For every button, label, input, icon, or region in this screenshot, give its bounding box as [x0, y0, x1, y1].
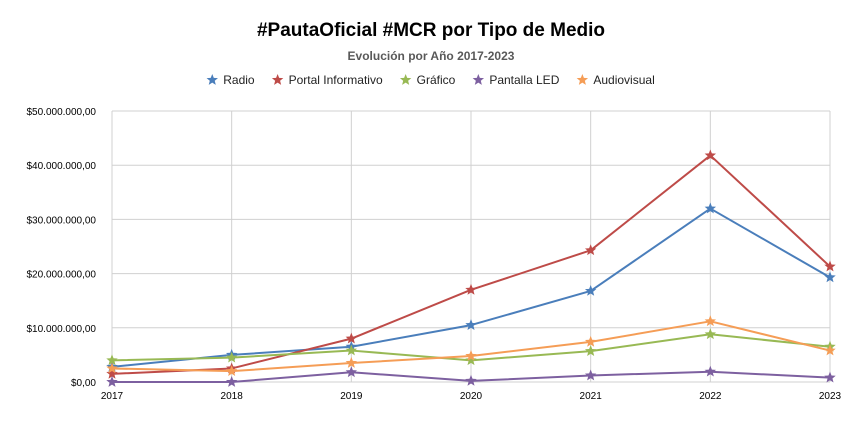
data-point-star [584, 369, 597, 381]
legend-label: Portal Informativo [289, 73, 383, 87]
legend-star-icon [271, 74, 284, 85]
chart-subtitle: Evolución por Año 2017-2023 [348, 49, 515, 63]
y-tick-label: $40.000.000,00 [26, 161, 96, 172]
data-point-star [465, 374, 477, 386]
legend-item: Audiovisual [576, 73, 655, 87]
data-point-star [225, 365, 238, 377]
x-tick-label: 2023 [819, 391, 842, 402]
data-point-star [345, 344, 358, 356]
data-point-star [584, 284, 597, 296]
legend-star-icon [206, 74, 218, 85]
data-point-star [225, 376, 238, 387]
legend-star-icon [576, 74, 589, 85]
legend-label: Audiovisual [593, 73, 654, 87]
y-tick-label: $50.000.000,00 [26, 107, 96, 118]
data-point-star [704, 328, 717, 340]
legend-star-icon [399, 74, 412, 85]
legend-label: Pantalla LED [489, 73, 559, 87]
data-point-star [106, 354, 118, 366]
data-point-star [824, 344, 836, 356]
y-tick-label: $10.000.000,00 [26, 324, 96, 335]
legend-label: Gráfico [417, 73, 456, 87]
data-point-star [465, 349, 477, 361]
series-audiovisual [106, 315, 836, 377]
data-point-star [824, 271, 836, 283]
x-tick-label: 2018 [221, 391, 244, 402]
x-tick-label: 2021 [580, 391, 603, 402]
data-point-star [584, 335, 597, 347]
legend: Radio Portal Informativo Gráfico Pantalla L… [206, 73, 655, 87]
legend-item: Gráfico [399, 73, 456, 87]
y-axis: $0,00 $10.000.000,00 $20.000.000,00 $30.000… [26, 107, 96, 389]
y-tick-label: $20.000.000,00 [26, 270, 96, 281]
x-tick-label: 2019 [340, 391, 363, 402]
data-point-star [106, 367, 118, 379]
y-tick-label: $30.000.000,00 [26, 215, 96, 226]
y-tick-label: $0,00 [71, 378, 96, 389]
series-pantalla-led [106, 365, 836, 387]
x-tick-label: 2022 [699, 391, 722, 402]
data-point-star [704, 202, 717, 214]
data-point-star [824, 371, 836, 383]
legend-item: Pantalla LED [472, 73, 560, 87]
series-group [106, 149, 836, 387]
legend-label: Radio [223, 73, 255, 87]
data-point-star [584, 244, 597, 256]
legend-star-icon [472, 74, 485, 85]
data-point-star [345, 332, 358, 344]
gridlines [111, 110, 831, 383]
x-tick-label: 2017 [101, 391, 124, 402]
data-point-star [225, 351, 238, 363]
data-point-star [106, 362, 118, 374]
data-point-star [824, 260, 836, 272]
x-tick-label: 2020 [460, 391, 483, 402]
legend-item: Portal Informativo [271, 73, 383, 87]
legend-item: Radio [206, 73, 255, 87]
data-point-star [345, 366, 358, 378]
data-point-star [584, 345, 597, 356]
data-point-star [465, 354, 477, 366]
chart-title: #PautaOficial #MCR por Tipo de Medio [257, 20, 605, 41]
data-point-star [465, 319, 477, 330]
data-point-star [704, 315, 717, 327]
data-point-star [704, 149, 717, 161]
x-axis: 2017 2018 2019 2020 2021 2022 2023 [101, 391, 842, 402]
data-point-star [465, 283, 477, 295]
data-point-star [704, 365, 717, 377]
data-point-star [345, 357, 358, 368]
data-point-star [106, 376, 118, 387]
